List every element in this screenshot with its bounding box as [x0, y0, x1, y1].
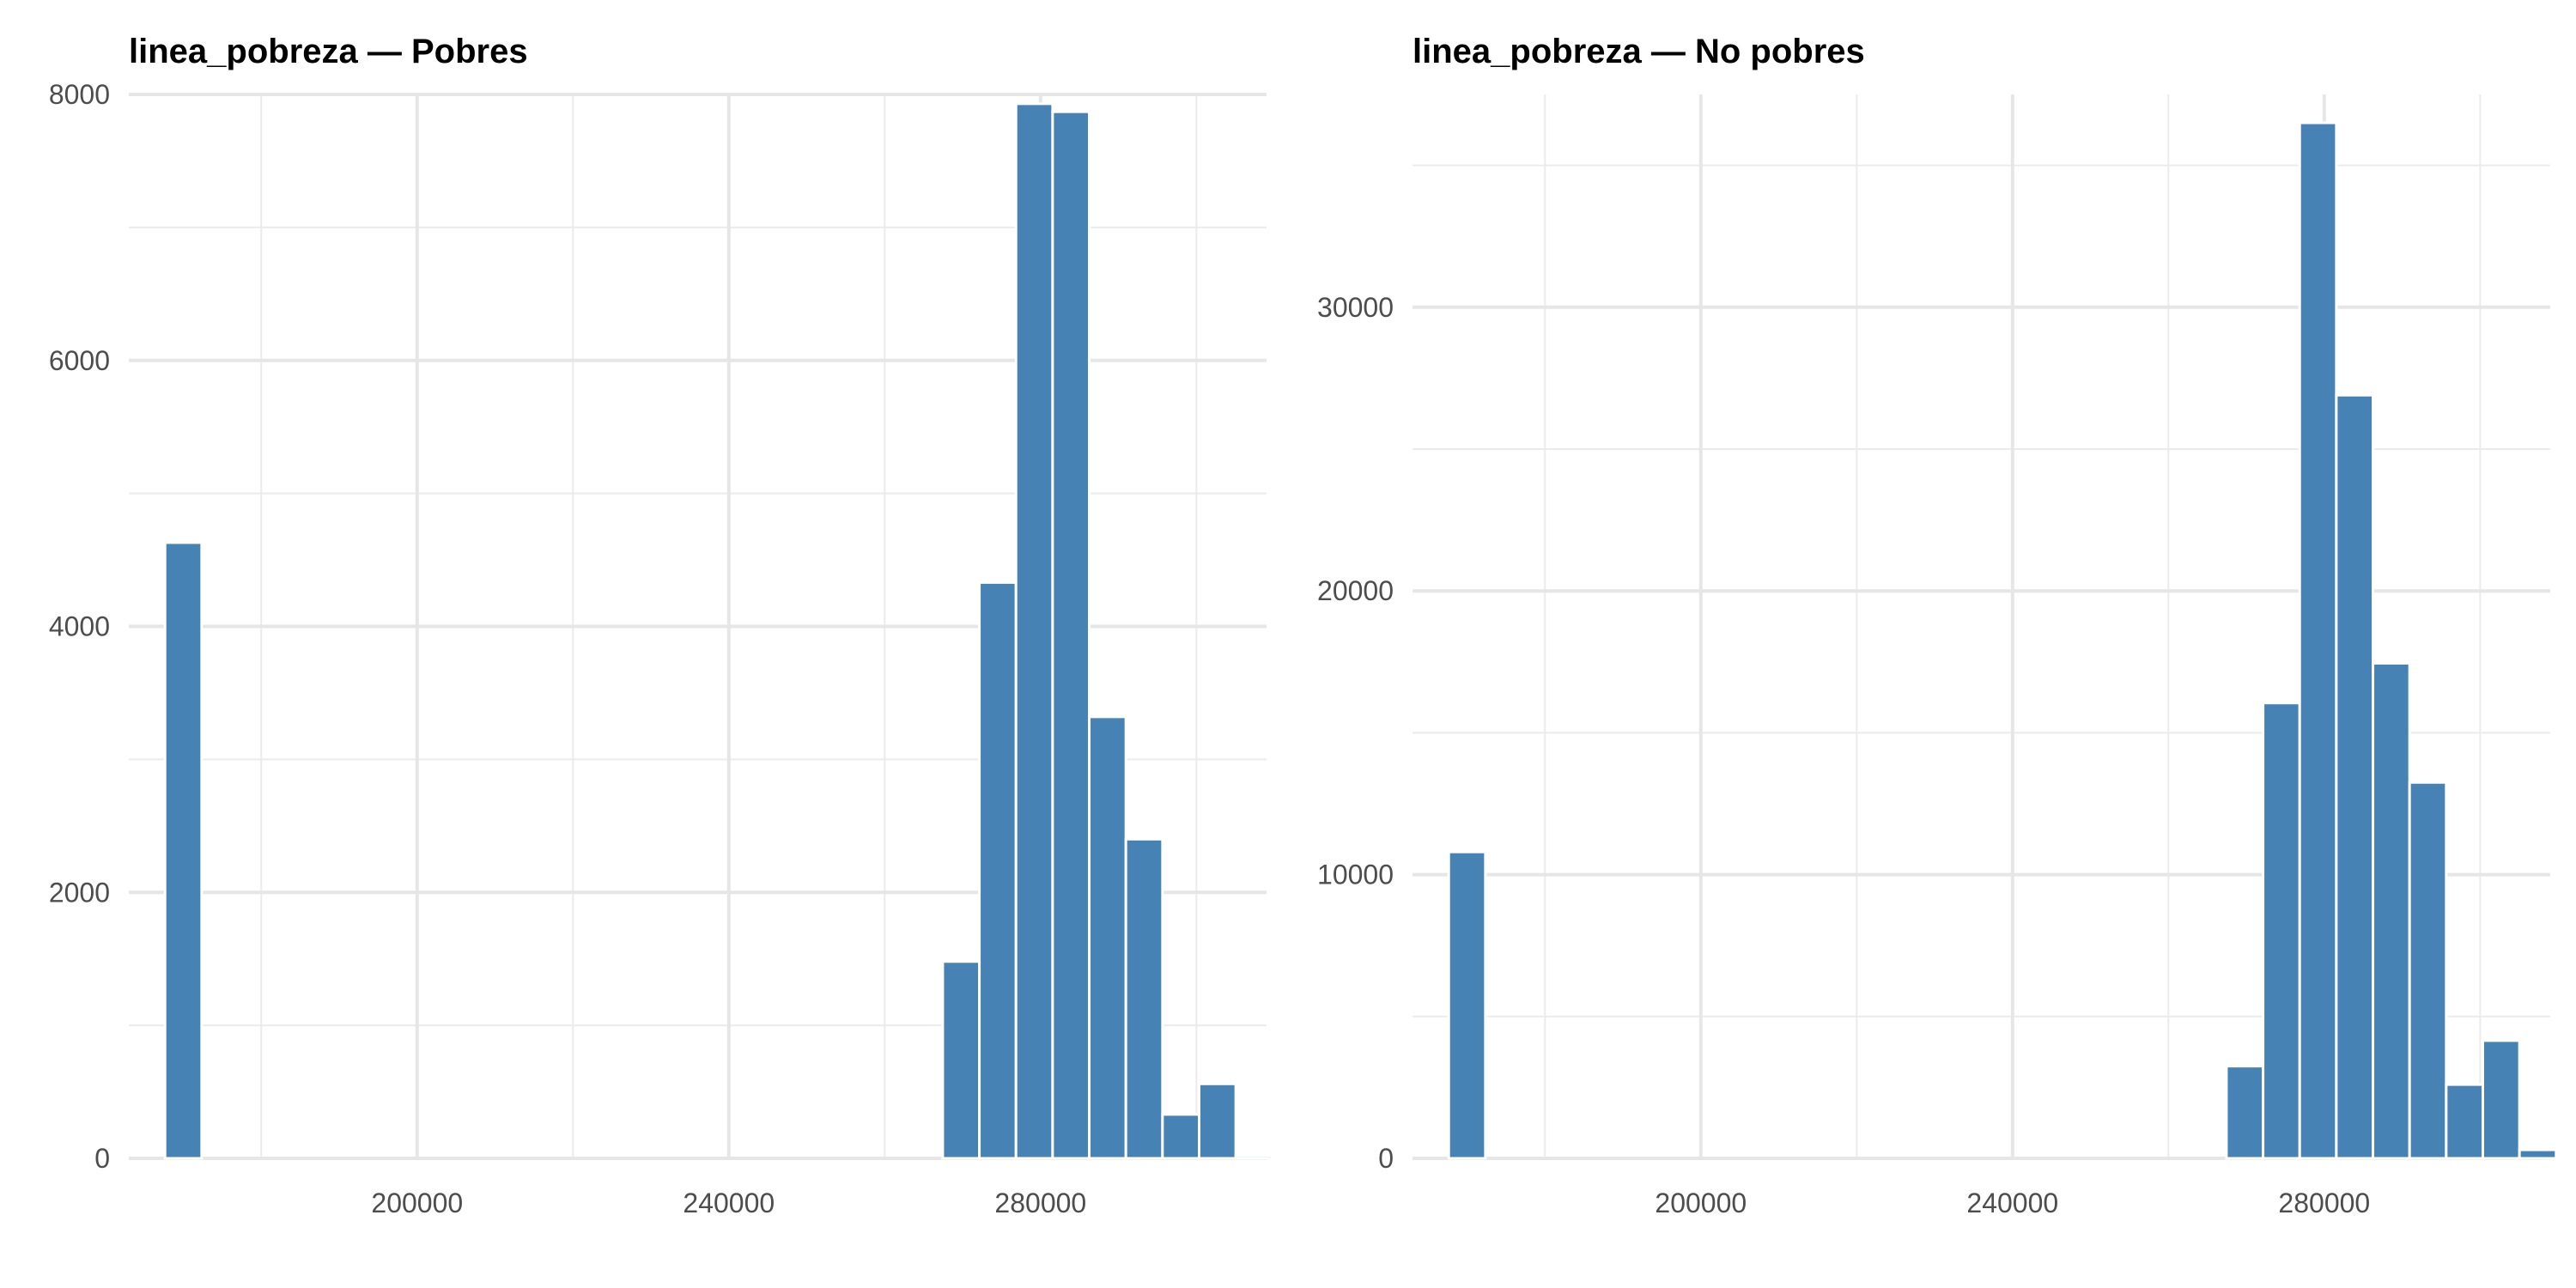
histogram-bar: [941, 960, 981, 1160]
histogram-bar: [2298, 121, 2338, 1160]
histogram-bar: [2225, 1065, 2265, 1160]
histogram-bar: [2335, 393, 2375, 1160]
x-tick-label: 240000: [683, 1188, 775, 1218]
histogram-pobres: 0 2000 4000 6000 8000 200000 240000 280000: [49, 79, 1274, 1218]
y-tick-label: 20000: [1317, 575, 1394, 606]
histogram-bar: [1197, 1082, 1237, 1160]
histogram-bar: [2518, 1148, 2558, 1160]
histogram-bar: [2372, 661, 2411, 1160]
histogram-bar: [1088, 715, 1127, 1160]
y-tick-label: 0: [1378, 1143, 1394, 1174]
y-tick-label: 2000: [49, 877, 110, 908]
y-tick-label: 0: [94, 1143, 110, 1174]
histogram-bar: [163, 541, 204, 1160]
y-tick-label: 8000: [49, 79, 110, 110]
histogram-bar: [2445, 1083, 2484, 1160]
histogram-bar: [978, 580, 1018, 1160]
chart-title-pobres: linea_pobreza — Pobres: [129, 33, 528, 70]
x-tick-label: 200000: [371, 1188, 463, 1218]
histogram-bar: [2262, 702, 2301, 1160]
histogram-bar: [1234, 1154, 1274, 1160]
y-tick-label: 10000: [1317, 860, 1394, 890]
histogram-bar: [1161, 1113, 1200, 1160]
histogram-bar: [1447, 850, 1487, 1160]
chart-title-no-pobres: linea_pobreza — No pobres: [1413, 33, 1865, 70]
histogram-no-pobres: 0 10000 20000 30000 200000 240000 280000: [1317, 94, 2558, 1218]
y-tick-label: 4000: [49, 611, 110, 642]
y-tick-label: 30000: [1317, 292, 1394, 323]
histogram-bar: [1124, 837, 1164, 1160]
histogram-bar: [2481, 1039, 2521, 1160]
x-tick-label: 240000: [1966, 1188, 2058, 1218]
histogram-bar: [1014, 102, 1054, 1160]
histogram-bar: [2408, 781, 2448, 1160]
histogram-bar: [1051, 110, 1091, 1160]
x-tick-label: 280000: [994, 1188, 1086, 1218]
histogram-panel-no-pobres: linea_pobreza — No pobres 0 10000 20000 300…: [1288, 0, 2576, 1288]
y-tick-label: 6000: [49, 345, 110, 376]
histogram-panel-pobres: linea_pobreza — Pobres 0 2000 4000 6000 8000…: [49, 33, 1274, 1218]
x-tick-label: 280000: [2278, 1188, 2370, 1218]
x-tick-label: 200000: [1655, 1188, 1747, 1218]
